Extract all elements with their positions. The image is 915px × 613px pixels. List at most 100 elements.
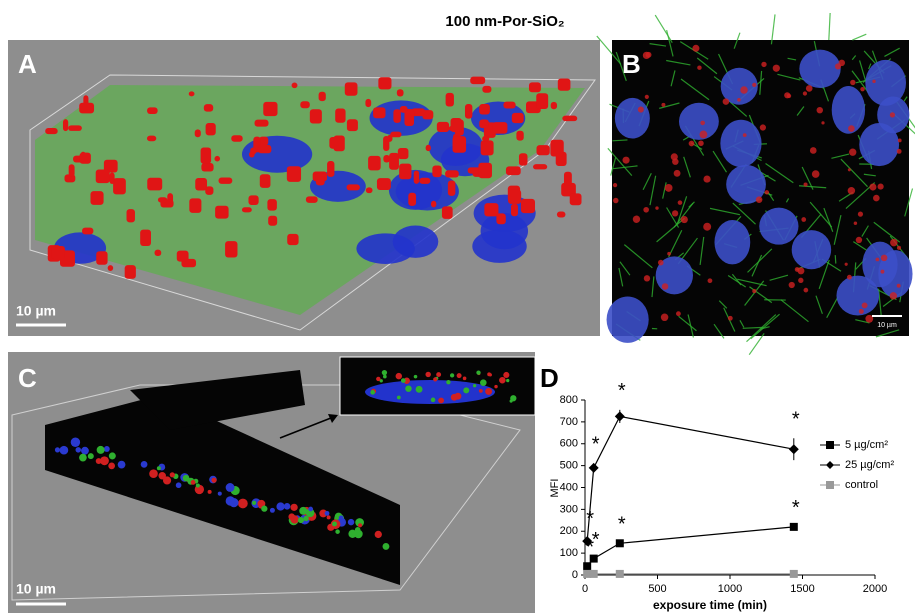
particle (215, 205, 229, 219)
particle (550, 139, 564, 157)
particle (764, 190, 770, 195)
figure-title: 100 nm-Por-SiO₂ (445, 13, 564, 30)
particle (528, 82, 541, 93)
significance: * (592, 529, 600, 551)
nucleus (472, 229, 527, 263)
particle (642, 51, 651, 60)
particle (657, 259, 664, 266)
nucleus (720, 67, 758, 105)
fiber (678, 315, 697, 332)
legend-label: control (845, 479, 878, 491)
fiber (770, 14, 776, 45)
particle (146, 135, 157, 142)
fiber (759, 70, 763, 95)
particle (250, 147, 257, 155)
marker (589, 554, 598, 563)
particle (661, 283, 669, 290)
fiber (718, 300, 728, 309)
particle (655, 206, 659, 210)
particle (492, 122, 508, 134)
cell-signal (303, 515, 309, 522)
marker (588, 462, 599, 473)
cell-signal (103, 446, 110, 452)
fiber (733, 32, 741, 49)
particle (680, 216, 688, 224)
particle (368, 155, 381, 171)
fiber (809, 201, 833, 228)
labels: A 10 µm B 10 µm C 10 µm (16, 49, 902, 606)
particle (890, 238, 898, 247)
fiber (654, 14, 673, 43)
cell-signal (374, 530, 382, 539)
cell-signal (436, 372, 442, 378)
cell-signal (96, 445, 105, 454)
fiber (796, 106, 805, 116)
fiber (676, 196, 688, 225)
nucleus (836, 275, 880, 316)
fiber (623, 244, 653, 269)
particle (692, 44, 700, 52)
panel-b (596, 12, 915, 356)
particle (464, 103, 473, 119)
particle (113, 178, 126, 195)
particle (188, 91, 195, 97)
y-tick-label: 800 (560, 394, 578, 406)
fiber (673, 202, 694, 228)
fiber (799, 185, 827, 189)
particle (700, 120, 705, 126)
particle (267, 199, 277, 211)
panel-d: D 0 100 200 300 400 500 600 700 800 0 500 1000 1500 20… (540, 363, 894, 612)
cell-signal (211, 477, 217, 483)
particle (897, 138, 902, 143)
particle (510, 203, 518, 217)
particle (518, 153, 528, 166)
particle (671, 210, 679, 217)
nucleus (865, 59, 907, 106)
particle (865, 314, 874, 323)
significance: * (592, 434, 600, 456)
particle (556, 211, 566, 218)
fiber (670, 70, 676, 87)
fiber (903, 96, 908, 102)
particle (344, 82, 358, 96)
significance: * (618, 514, 626, 536)
particle (688, 140, 695, 147)
particle (727, 315, 733, 321)
fiber (642, 173, 652, 191)
particle (797, 267, 805, 275)
cell-signal (182, 474, 190, 482)
fiber (818, 259, 830, 290)
cell-signal (400, 378, 406, 383)
significance: * (792, 409, 800, 431)
particle (107, 265, 114, 272)
particle (508, 189, 522, 204)
particle (661, 102, 666, 107)
particle (703, 222, 712, 231)
particle (346, 119, 358, 132)
fiber (696, 57, 718, 75)
particle (218, 177, 233, 184)
particle (511, 112, 524, 124)
particle (740, 86, 748, 94)
cell-signal (169, 472, 175, 478)
particle (786, 93, 792, 99)
fiber (801, 166, 814, 190)
particle (752, 289, 757, 294)
particle (677, 200, 683, 205)
particle (612, 183, 618, 188)
x-tick-label: 500 (648, 583, 666, 595)
fiber (840, 158, 868, 188)
cell-signal (283, 503, 291, 510)
particle (503, 101, 516, 109)
particle (759, 124, 767, 131)
particle (205, 123, 216, 136)
slab (130, 370, 305, 430)
cell-signal (237, 498, 248, 509)
cell-signal (156, 466, 161, 471)
particle (875, 257, 880, 262)
particle (147, 177, 163, 191)
particle (896, 245, 902, 250)
fiber (760, 171, 776, 182)
marker (615, 539, 624, 548)
particle (844, 262, 848, 266)
